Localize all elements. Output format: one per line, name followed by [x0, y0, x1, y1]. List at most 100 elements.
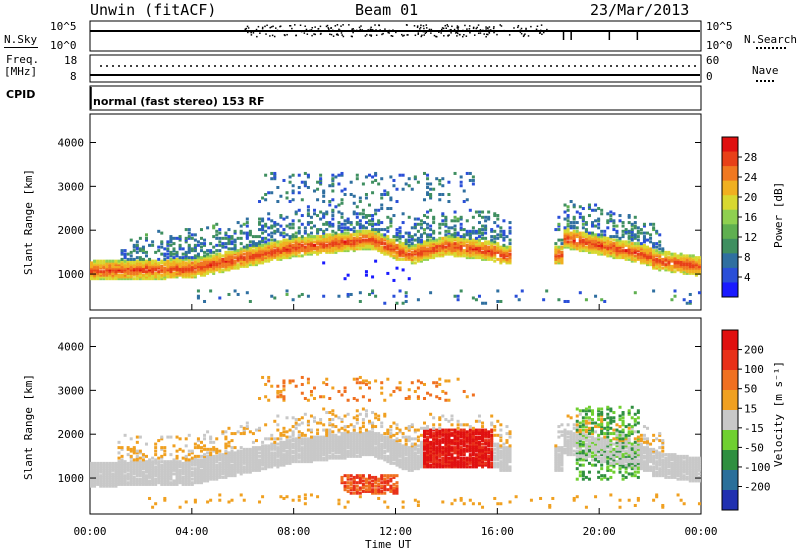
power-echo-cell — [661, 259, 665, 263]
power-echo-cell — [190, 264, 194, 268]
power-echo-cell — [655, 257, 659, 261]
power-echo-cell — [419, 238, 423, 242]
velocity-echo-cell — [291, 451, 295, 455]
velocity-echo-cell — [377, 496, 381, 500]
velocity-echo-cell — [322, 456, 326, 460]
velocity-echo-cell — [258, 428, 262, 432]
power-echo-cell — [636, 238, 640, 242]
velocity-echo-cell — [297, 453, 301, 457]
power-echo-cell — [340, 171, 344, 175]
power-echo-cell — [468, 236, 472, 240]
power-echo-cell — [93, 271, 97, 275]
power-echo-cell — [172, 271, 176, 275]
power-echo-cell — [242, 222, 246, 226]
power-echo-cell — [505, 250, 509, 254]
power-echo-cell — [126, 266, 130, 270]
power-echo-cell — [169, 273, 173, 277]
power-echo-cell — [236, 257, 240, 261]
power-echo-cell — [90, 275, 93, 279]
power-echo-cell — [496, 243, 500, 247]
velocity-echo-cell — [193, 481, 197, 485]
velocity-echo-cell — [93, 463, 97, 467]
power-echo-cell — [251, 254, 255, 258]
velocity-echo-cell — [199, 477, 203, 481]
nsearch-legend-dotted — [756, 47, 786, 49]
velocity-echo-cell — [245, 463, 249, 467]
velocity-echo-cell — [300, 446, 304, 450]
velocity-echo-cell — [151, 463, 155, 467]
power-echo-cell — [404, 294, 408, 298]
power-echo-cell — [184, 271, 188, 275]
velocity-echo-cell — [273, 437, 277, 441]
velocity-echo-cell — [358, 447, 362, 451]
power-echo-cell — [462, 235, 466, 239]
power-echo-cell — [343, 226, 347, 230]
power-echo-cell — [658, 256, 662, 260]
velocity-echo-cell — [349, 451, 353, 455]
power-echo-cell — [697, 256, 701, 260]
velocity-echo-cell — [251, 453, 255, 457]
power-echo-cell — [694, 264, 698, 268]
power-echo-cell — [352, 194, 356, 198]
power-echo-cell — [560, 254, 564, 258]
velocity-echo-cell — [187, 477, 191, 481]
power-echo-cell — [581, 217, 585, 221]
velocity-echo-cell — [129, 470, 133, 474]
velocity-echo-cell — [181, 468, 185, 472]
power-echo-cell — [270, 252, 274, 256]
velocity-echo-cell — [184, 444, 188, 448]
velocity-echo-cell — [294, 456, 298, 460]
power-echo-cell — [361, 231, 365, 235]
power-echo-cell — [322, 200, 326, 204]
power-echo-cell — [239, 229, 243, 233]
velocity-echo-cell — [148, 463, 152, 467]
power-echo-cell — [297, 173, 301, 177]
velocity-echo-cell — [331, 447, 335, 451]
velocity-echo-cell — [178, 481, 182, 485]
power-echo-cell — [206, 259, 210, 263]
power-echo-cell — [487, 217, 491, 221]
velocity-echo-cell — [273, 454, 277, 458]
power-echo-cell — [160, 268, 164, 272]
power-echo-cell — [166, 256, 170, 260]
velocity-echo-cell — [175, 454, 179, 458]
power-echo-cell — [557, 259, 561, 263]
power-echo-cell — [325, 243, 329, 247]
velocity-echo-cell — [349, 432, 353, 436]
power-echo-cell — [646, 231, 650, 235]
nsky-noise-dot — [257, 25, 260, 28]
power-echo-cell — [157, 229, 161, 233]
power-echo-cell — [682, 259, 686, 263]
power-echo-cell — [572, 217, 576, 221]
velocity-echo-cell — [349, 439, 353, 443]
velocity-echo-cell — [331, 446, 335, 450]
velocity-echo-cell — [361, 486, 365, 490]
power-echo-cell — [337, 243, 341, 247]
power-echo-cell — [621, 224, 625, 228]
velocity-echo-cell — [297, 433, 301, 437]
power-echo-cell — [453, 236, 457, 240]
power-echo-cell — [193, 257, 197, 261]
velocity-echo-cell — [325, 440, 329, 444]
power-echo-cell — [685, 256, 689, 260]
power-echo-cell — [673, 289, 677, 293]
velocity-echo-cell — [358, 488, 362, 492]
nsky-noise-dot — [440, 32, 442, 34]
power-echo-cell — [141, 264, 145, 268]
power-echo-cell — [242, 247, 246, 251]
power-echo-cell — [248, 240, 252, 244]
power-echo-cell — [282, 254, 286, 258]
power-echo-cell — [309, 245, 313, 249]
power-echo-cell — [352, 245, 356, 249]
velocity-echo-cell — [245, 456, 249, 460]
velocity-echo-cell — [303, 449, 307, 453]
power-echo-cell — [419, 250, 423, 254]
power-echo-cell — [624, 240, 628, 244]
velocity-echo-cell — [132, 446, 136, 450]
power-echo-cell — [206, 261, 210, 265]
velocity-echo-cell — [160, 456, 164, 460]
power-echo-cell — [337, 247, 341, 251]
velocity-echo-cell — [215, 456, 219, 460]
power-echo-cell — [578, 236, 582, 240]
velocity-echo-cell — [325, 449, 329, 453]
